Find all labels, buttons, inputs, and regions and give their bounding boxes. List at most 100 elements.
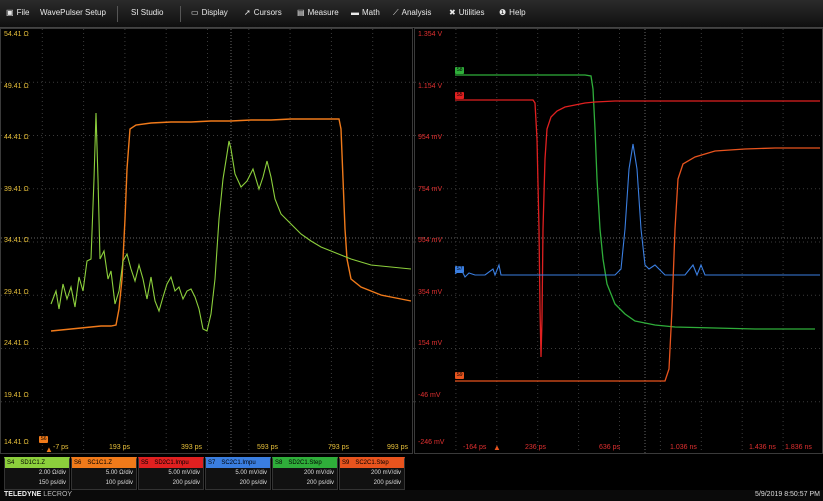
y-tick-label: 49.41 Ω: [4, 82, 29, 90]
wavepulser-label: WavePulser Setup: [40, 8, 106, 17]
utilities-label: Utilities: [458, 8, 485, 17]
measure-icon: ▤: [297, 8, 305, 17]
menu-bar: ▣ File WavePulser Setup SI Studio ▭ Displa…: [0, 0, 823, 28]
channel-descriptor-s7[interactable]: S7 SC2C1.Impu 5.00 mV/div 200 ps/div: [205, 457, 271, 490]
channel-descriptor-s4[interactable]: S4 SD1C1.Z 2.00 Ω/div 150 ps/div: [4, 457, 70, 490]
channel-descriptor-s6[interactable]: S6 SC1C1.Z 5.00 Ω/div 100 ps/div: [71, 457, 137, 490]
wavepulser-setup-menu[interactable]: WavePulser Setup: [40, 8, 106, 17]
channel-id: S6: [74, 460, 82, 466]
channel-name: SD2C1.Impu: [154, 460, 189, 466]
channel-descriptor-s9[interactable]: S9 SC2C1.Step 200 mV/div 200 ps/div: [339, 457, 405, 490]
x-tick-label: 636 ps: [599, 444, 621, 451]
x-tick-label: 1.836 ns: [785, 444, 812, 451]
channel-timebase: 100 ps/div: [105, 480, 133, 486]
channel-id: S9: [342, 460, 350, 466]
x-tick-label: -164 ps: [463, 444, 487, 451]
analysis-label: Analysis: [401, 8, 432, 17]
s8-marker[interactable]: S8: [455, 67, 464, 74]
y-tick-label: 1.354 V: [418, 31, 443, 38]
y-tick-label: 34.41 Ω: [4, 237, 29, 244]
y-tick-label: -246 mV: [418, 439, 445, 446]
menu-separator: [117, 6, 118, 22]
y-tick-label: -46 mV: [418, 391, 441, 399]
channel-timebase: 200 ps/div: [373, 480, 401, 486]
help-menu[interactable]: ❶ Help: [499, 8, 526, 17]
channel-header: S9 SC2C1.Step: [340, 459, 404, 468]
timestamp: 5/9/2019 8:50:57 PM: [755, 491, 820, 498]
display-menu[interactable]: ▭ Display: [191, 8, 228, 17]
channel-name: SD1C1.Z: [20, 460, 46, 466]
right-grid-svg: [415, 29, 823, 455]
right-waveform-grid[interactable]: 1.354 V 1.154 V 954 mV 754 mV 554 mV 354 mV 15…: [414, 28, 823, 455]
measure-label: Measure: [307, 8, 339, 17]
si-studio-menu[interactable]: SI Studio: [131, 8, 163, 17]
math-icon: ▬: [351, 8, 359, 17]
dark-green-step-trace-s8: [455, 74, 815, 330]
channel-id: S8: [275, 460, 283, 466]
status-bar: TELEDYNE LECROY 5/9/2019 8:50:57 PM: [0, 490, 823, 501]
channel-name: SC2C1.Step: [355, 460, 389, 466]
file-icon: ▣: [6, 8, 14, 17]
x-tick-label: 393 ps: [181, 444, 203, 451]
s6-ground-marker[interactable]: S6: [39, 436, 48, 443]
left-waveform-grid[interactable]: 54.41 Ω 49.41 Ω 44.41 Ω 39.41 Ω 34.41 Ω 29.41…: [0, 28, 414, 455]
s9-marker[interactable]: S9: [455, 372, 464, 379]
channel-vertical-scale: 200 mV/div: [303, 470, 334, 476]
channel-descriptor-bar: S4 SD1C1.Z 2.00 Ω/div 150 ps/div S6 SC1C1.Z 5.…: [0, 457, 823, 490]
channel-id: S4: [7, 460, 15, 466]
analysis-menu[interactable]: ⟋ Analysis: [393, 8, 431, 18]
x-tick-label: 1.436 ns: [749, 444, 776, 451]
utilities-icon: ✖: [449, 8, 456, 17]
s7-marker[interactable]: S7: [455, 266, 464, 273]
orange-impedance-trace-s6: [50, 118, 412, 332]
channel-id: S7: [208, 460, 216, 466]
trigger-arrow-icon[interactable]: ▲: [45, 445, 53, 454]
y-tick-label: 954 mV: [418, 134, 443, 141]
channel-timebase: 200 ps/div: [306, 480, 334, 486]
help-label: Help: [509, 8, 526, 17]
display-label: Display: [201, 8, 228, 17]
channel-timebase: 200 ps/div: [172, 480, 200, 486]
left-gridlines: [1, 29, 414, 455]
orange-step-trace-s9: [455, 147, 820, 382]
channel-descriptor-s8[interactable]: S8 SD2C1.Step 200 mV/div 200 ps/div: [272, 457, 338, 490]
file-menu[interactable]: ▣ File: [6, 8, 29, 17]
math-label: Math: [362, 8, 380, 17]
utilities-menu[interactable]: ✖ Utilities: [449, 8, 484, 17]
x-tick-label: 236 ps: [525, 444, 547, 451]
cursors-menu[interactable]: ➚ Cursors: [244, 8, 282, 17]
x-tick-label: 1.036 ns: [670, 444, 697, 451]
y-tick-label: 154 mV: [418, 340, 443, 347]
y-tick-label: 1.154 V: [418, 82, 443, 90]
si-studio-label: SI Studio: [131, 8, 164, 17]
channel-vertical-scale: 200 mV/div: [370, 470, 401, 476]
s5-marker[interactable]: S5: [455, 92, 464, 99]
y-tick-label: 44.41 Ω: [4, 134, 29, 141]
channel-header: S4 SD1C1.Z: [5, 459, 69, 468]
channel-name: SC1C1.Z: [87, 460, 113, 466]
y-tick-label: 354 mV: [418, 288, 443, 296]
channel-descriptor-s5[interactable]: S5 SD2C1.Impu 5.00 mV/div 200 ps/div: [138, 457, 204, 490]
green-impedance-trace-s4: [50, 112, 412, 332]
x-tick-label: 793 ps: [328, 444, 350, 451]
channel-header: S5 SD2C1.Impu: [139, 459, 203, 468]
left-grid-svg: [1, 29, 414, 455]
channel-id: S5: [141, 460, 149, 466]
y-tick-label: 39.41 Ω: [4, 185, 29, 193]
trigger-arrow-icon[interactable]: ▲: [493, 443, 501, 452]
display-icon: ▭: [191, 8, 199, 17]
channel-header: S7 SC2C1.Impu: [206, 459, 270, 468]
measure-menu[interactable]: ▤ Measure: [297, 8, 339, 17]
cursor-icon: ➚: [244, 8, 251, 17]
blue-impulse-trace-s7: [454, 143, 820, 278]
y-tick-label: 19.41 Ω: [4, 391, 29, 399]
channel-vertical-scale: 2.00 Ω/div: [38, 470, 66, 476]
x-tick-label: 593 ps: [257, 444, 279, 451]
y-tick-label: 554 mV: [418, 237, 443, 244]
math-menu[interactable]: ▬ Math: [351, 8, 380, 17]
x-tick-label: 193 ps: [109, 444, 131, 451]
help-icon: ❶: [499, 8, 507, 17]
brand-logo: TELEDYNE LECROY: [4, 491, 73, 498]
channel-vertical-scale: 5.00 Ω/div: [105, 470, 133, 476]
analysis-icon: ⟋: [393, 8, 399, 17]
